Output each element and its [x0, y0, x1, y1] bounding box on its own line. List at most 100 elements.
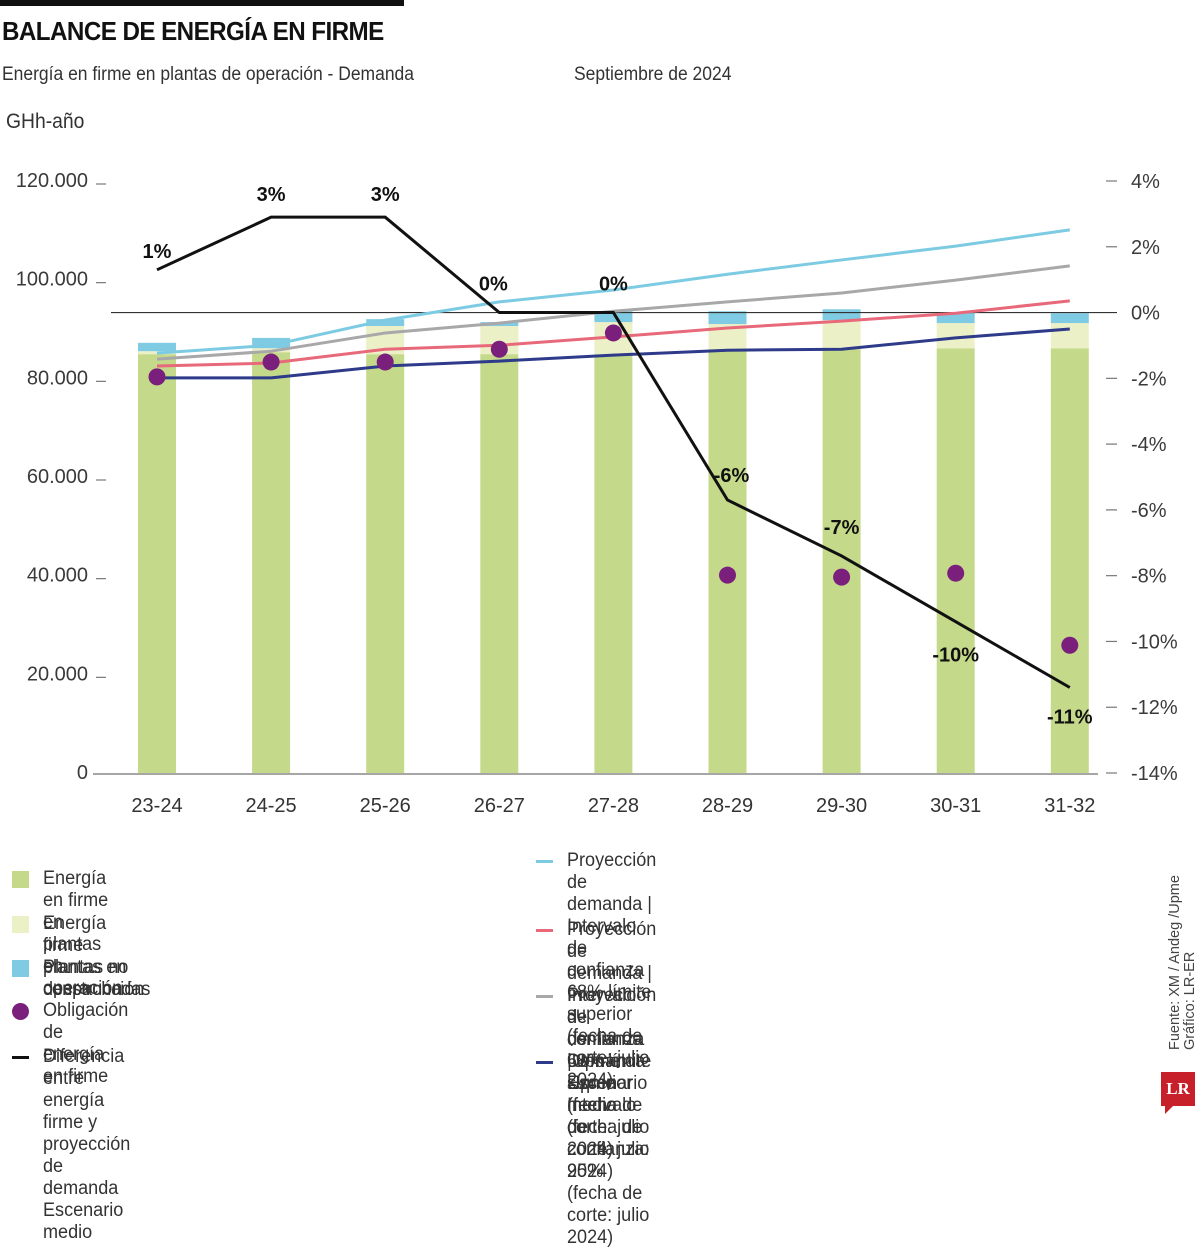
- difference-data-label: 3%: [371, 184, 400, 206]
- source-credit: Fuente: XM / Andeg /Upme Gráfico: LR-ER: [1167, 790, 1198, 1050]
- obligation-point: [947, 564, 965, 582]
- legend-label: Obligación de energía en firme: [43, 1000, 129, 1087]
- chart-title: BALANCE DE ENERGÍA EN FIRME: [2, 16, 384, 46]
- difference-data-label: -7%: [824, 517, 860, 539]
- right-tick-label: -12%: [1131, 697, 1178, 719]
- right-tick-label: 4%: [1131, 171, 1160, 193]
- left-axis: 0 20.000 40.000 60.000 80.000 100.000 120.000: [16, 170, 106, 784]
- difference-data-label: 1%: [143, 241, 172, 263]
- chart-date: Septiembre de 2024: [574, 64, 732, 85]
- right-tick-label: -14%: [1131, 763, 1178, 785]
- obligation-point: [719, 566, 736, 584]
- legend-square-icon: [12, 871, 29, 888]
- right-tick-label: -10%: [1131, 631, 1178, 653]
- left-tick-label: 40.000: [27, 565, 88, 587]
- demand-line-cyan: [156, 228, 1071, 355]
- top-rule: [0, 0, 404, 6]
- obligation-point: [376, 353, 394, 371]
- legend-label: Demanda Upme Intervalo de confianza: 95%…: [567, 1051, 650, 1248]
- x-tick-label: 23-24: [131, 795, 182, 817]
- difference-data-label: -11%: [1047, 706, 1093, 728]
- bar-segment-no-despachadas: [594, 311, 633, 323]
- left-tick-label: 20.000: [27, 663, 88, 685]
- y-axis-unit: GHh-año: [6, 110, 85, 133]
- bar-segment-operacion: [480, 354, 519, 773]
- legend-item: Energía en firme en plantas en operación: [12, 868, 126, 1000]
- bar-segment-operacion: [822, 349, 861, 773]
- right-tick-label: -8%: [1131, 566, 1167, 588]
- legend-square-icon: [12, 960, 29, 977]
- obligation-point: [262, 353, 280, 371]
- legend-line-icon: [536, 929, 553, 932]
- bar-segment-no-despachadas: [1050, 313, 1089, 324]
- lr-logo: LR: [1161, 1072, 1195, 1114]
- demand-line-navy: [157, 327, 1070, 380]
- legend-line-icon: [536, 995, 553, 998]
- right-axis: 4% 2% 0% -2% -4% -6% -8% -10% -12% -14%: [1106, 171, 1178, 785]
- legend-square-icon: [12, 916, 29, 933]
- difference-data-label: 0%: [599, 274, 628, 296]
- legend-item: Diferencia entre energía firme y proyecc…: [12, 1046, 135, 1244]
- bar-segment-no-despachadas: [138, 342, 176, 352]
- right-tick-label: 2%: [1131, 237, 1160, 259]
- obligation-point: [604, 324, 622, 342]
- obligation-point: [1061, 636, 1079, 654]
- x-tick-label: 26-27: [474, 795, 525, 817]
- difference-data-label: 3%: [257, 184, 286, 206]
- bar-segment-operacion: [138, 354, 176, 773]
- legend-line-icon: [12, 1056, 29, 1059]
- demand-lines-layer: [156, 228, 1071, 380]
- legend-item: Proyección de demanda | Intervalo de con…: [536, 850, 661, 1092]
- left-tick-label: 0: [77, 762, 88, 784]
- x-tick-label: 28-29: [702, 795, 753, 817]
- bars-layer: [138, 309, 1089, 773]
- legend-label: Proyección de demanda | Intervalo de con…: [567, 919, 657, 1160]
- bar-segment-operacion: [366, 354, 405, 773]
- legend-label: Diferencia entre energía firme y proyecc…: [43, 1046, 131, 1243]
- bar-segment-no-despachadas: [708, 311, 747, 325]
- legend-label: Energía en firme en plantas en operación: [43, 868, 123, 999]
- obligation-points-layer: [148, 324, 1079, 654]
- x-tick-label: 31-32: [1044, 795, 1095, 817]
- x-tick-label: 27-28: [588, 795, 639, 817]
- difference-data-label: 0%: [479, 274, 508, 296]
- bar-segment-no-despachadas: [936, 312, 975, 324]
- legend-label: Plantas no despachadas: [43, 957, 151, 1000]
- x-tick-label: 24-25: [246, 795, 297, 817]
- left-tick-label: 80.000: [27, 367, 88, 389]
- legend-item: Obligación de energía en firme: [12, 1000, 133, 1088]
- legend-line-icon: [536, 1061, 553, 1064]
- legend-item: Demanda Upme Intervalo de confianza: 95%…: [536, 1051, 654, 1249]
- bar-segment-construccion: [822, 320, 861, 350]
- bar-segment-operacion: [252, 352, 291, 773]
- legend-dot-icon: [12, 1003, 29, 1020]
- left-tick-label: 120.000: [16, 170, 88, 192]
- legend-item: Energía firme plantas en construcción: [12, 913, 150, 1001]
- chart-canvas: 020.00040.00060.00080.000100.000120.000 …: [16, 170, 1178, 817]
- right-tick-label: 0%: [1131, 303, 1160, 325]
- bar-segment-operacion: [594, 354, 633, 773]
- difference-line-layer: 1% 3% 3% 0% 0% -6% -7% -10% -11%: [143, 184, 1093, 728]
- source-text: Fuente: XM / Andeg /Upme: [1167, 875, 1183, 1050]
- x-tick-label: 25-26: [360, 795, 411, 817]
- right-tick-label: -2%: [1131, 368, 1167, 390]
- difference-data-label: -6%: [714, 465, 750, 487]
- bar-segment-operacion: [936, 348, 975, 773]
- difference-line: [156, 215, 1071, 689]
- x-axis-labels: 23-24 24-25 25-26 26-27 27-28 28-29 29-30 30-31…: [131, 795, 1095, 817]
- bar-segment-construccion: [1050, 323, 1089, 349]
- x-tick-label: 29-30: [816, 795, 867, 817]
- obligation-point: [833, 568, 851, 586]
- obligation-point: [490, 340, 508, 358]
- legend-item: Plantas no despachadas: [12, 957, 156, 1001]
- bar-segment-no-despachadas: [252, 337, 291, 349]
- left-tick-label: 100.000: [16, 269, 88, 291]
- legend-label: Proyección de demanda | Intervalo de con…: [567, 850, 657, 1091]
- bar-segment-no-despachadas: [822, 309, 861, 321]
- credit-text: Gráfico: LR-ER: [1182, 951, 1198, 1050]
- legend-label: Energía firme plantas en construcción: [43, 913, 145, 1000]
- x-tick-label: 30-31: [930, 795, 981, 817]
- bar-segment-no-despachadas: [366, 319, 405, 327]
- bar-segment-operacion: [1050, 348, 1089, 773]
- legend-line-icon: [536, 860, 553, 863]
